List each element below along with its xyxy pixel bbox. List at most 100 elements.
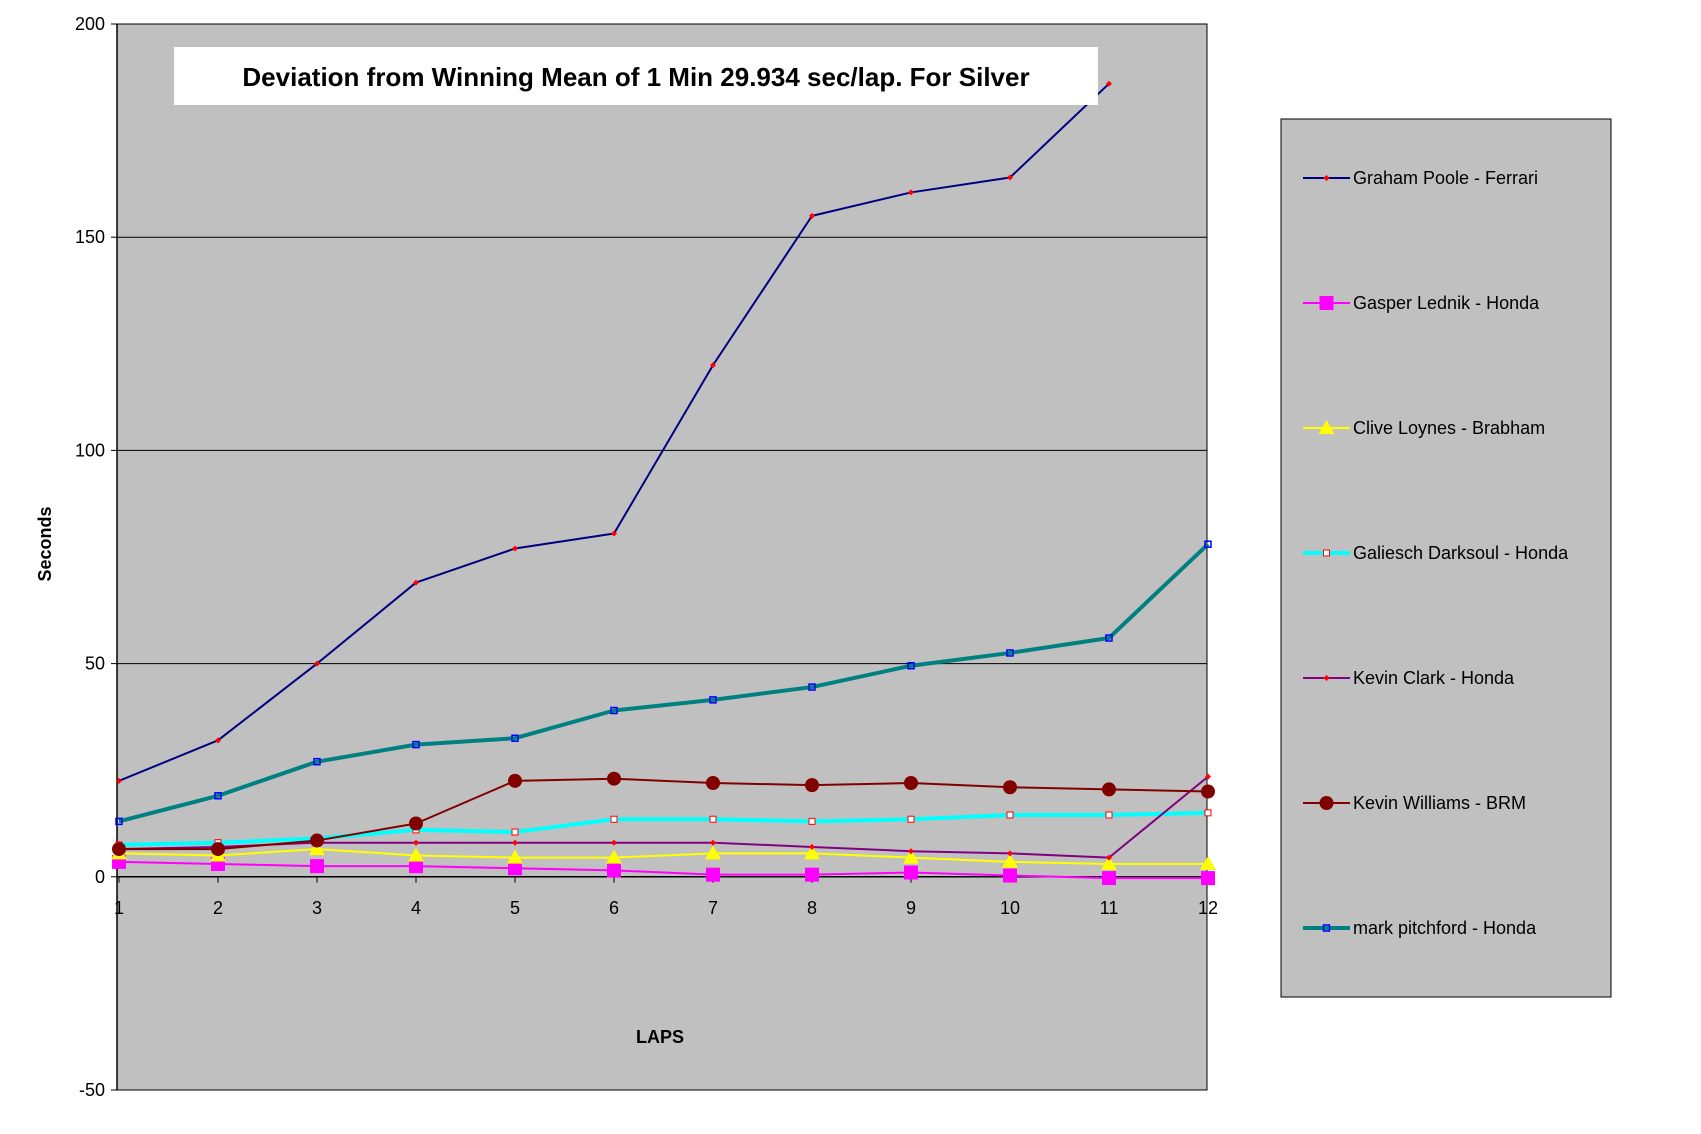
data-point [413,579,419,586]
y-tick-label: 200 [75,14,105,34]
legend-item: Clive Loynes - Brabham [1303,418,1545,438]
legend-item: mark pitchford - Honda [1303,918,1537,938]
data-point [1101,856,1117,871]
series-line [118,848,1208,866]
data-point [709,815,717,823]
data-point [310,833,324,848]
y-tick-label: 100 [75,440,105,460]
y-axis-label: Seconds [35,506,55,581]
data-point [1200,856,1216,871]
data-point [508,773,522,788]
y-tick-label: 50 [85,654,105,674]
series-line [118,775,1209,859]
data-point [1105,811,1113,819]
data-point [907,661,915,670]
x-tick-label: 10 [1000,898,1020,918]
data-point [1105,634,1113,642]
legend-item: Galiesch Darksoul - Honda [1303,543,1569,563]
legend-marker [1319,296,1334,310]
data-point [1003,780,1017,795]
data-point [710,362,716,369]
x-axis-label: LAPS [636,1027,684,1047]
data-point [908,848,914,855]
data-point [512,839,518,846]
data-point [409,816,423,831]
legend-item: Kevin Williams - BRM [1303,793,1526,813]
data-point [1007,174,1013,181]
series-line [118,810,1209,847]
data-point [808,683,816,691]
data-point [214,792,222,800]
legend: Graham Poole - Ferrari Gasper Lednik - Ho… [1303,168,1569,938]
data-point [309,841,325,856]
data-point [412,740,420,749]
data-point [1007,850,1013,857]
data-point [408,847,424,862]
data-point [1106,80,1112,87]
data-point [1102,871,1116,886]
data-point [904,865,918,880]
legend-marker [1323,675,1330,681]
series-line [118,542,1210,824]
data-point [507,849,523,864]
data-point [804,845,820,860]
legend-marker [1318,420,1335,434]
data-point [805,778,819,793]
plot-area [116,23,1208,1091]
data-point [1205,773,1211,780]
data-point [904,775,918,790]
y-axis-ticks: -50 0 50 100 150 200 [75,14,117,1100]
data-point [610,815,618,823]
data-point [908,189,914,196]
data-point [1204,809,1212,817]
data-point [903,849,919,864]
data-point [1201,871,1215,886]
series-2 [112,854,1215,886]
legend-marker [1323,175,1330,181]
data-point [512,545,518,552]
legend-label: Kevin Clark - Honda [1353,668,1515,688]
legend-marker [1319,796,1334,810]
data-point [314,660,320,667]
data-point [116,777,122,784]
data-point [511,734,519,742]
data-point [1106,854,1112,861]
data-point [1002,853,1018,868]
data-point [606,849,622,864]
x-tick-label: 1 [114,898,124,918]
data-point [511,828,519,836]
legend-label: Kevin Williams - BRM [1353,793,1526,813]
data-point [809,212,815,219]
data-point [211,842,225,857]
x-tick-label: 9 [906,898,916,918]
data-point [1204,540,1212,548]
series-line [118,860,1208,880]
y-tick-label: 0 [95,867,105,887]
x-tick-label: 8 [807,898,817,918]
data-point [508,861,522,876]
legend-box [1280,118,1612,998]
data-point [1003,868,1017,883]
data-point [907,815,915,823]
chart-title: Deviation from Winning Mean of 1 Min 29.… [242,62,1029,92]
x-tick-label: 3 [312,898,322,918]
legend-marker [1323,549,1330,557]
legend-item: Graham Poole - Ferrari [1303,168,1538,188]
data-point [709,696,717,704]
data-point [1201,784,1215,799]
data-point [112,842,126,857]
series-6 [112,771,1215,857]
x-tick-label: 11 [1100,898,1119,918]
data-point [1006,649,1014,657]
y-tick-label: -50 [79,1080,105,1100]
x-tick-label: 7 [708,898,718,918]
data-point [805,867,819,882]
legend-item: Gasper Lednik - Honda [1303,293,1540,313]
data-point [1102,782,1116,797]
data-point [1006,811,1014,819]
title-box [174,47,1098,105]
x-tick-label: 12 [1198,898,1218,918]
legend-label: Clive Loynes - Brabham [1353,418,1545,438]
legend-label: mark pitchford - Honda [1353,918,1537,938]
